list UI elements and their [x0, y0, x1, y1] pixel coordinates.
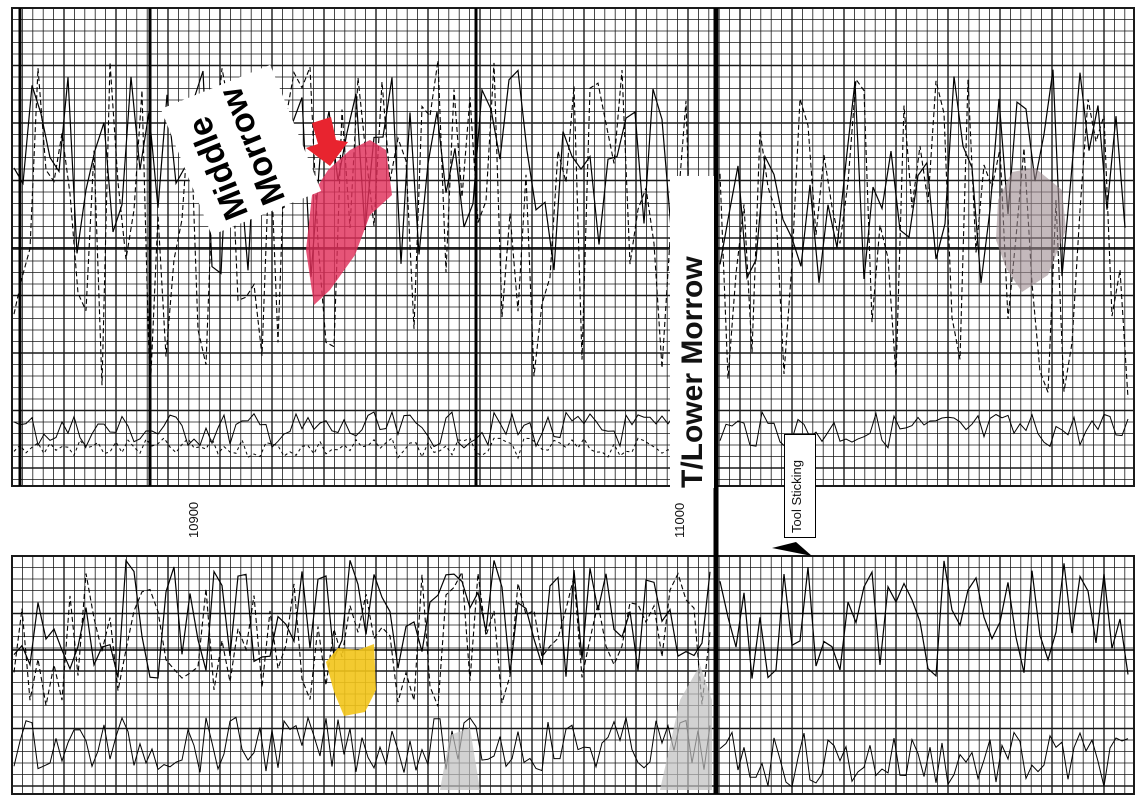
depth-label-10900: 10900	[186, 501, 201, 538]
shaded-zone	[660, 665, 712, 790]
bottom-curve	[719, 730, 1129, 788]
log-curves	[12, 8, 1134, 794]
low-curve-dotted	[13, 437, 711, 460]
log-grid-lower	[11, 555, 1135, 795]
tool-sticking-label: Tool Sticking	[789, 460, 804, 533]
lower-grid-frame	[11, 555, 1135, 795]
low-curve-solid	[13, 410, 711, 449]
resistivity-curve-dashed	[719, 77, 1129, 399]
upper-grid-frame	[11, 7, 1135, 487]
lower-morrow-label-box	[670, 176, 714, 488]
lower-track-curve	[13, 558, 711, 679]
log-highlights	[306, 117, 1066, 716]
shaded-zone	[440, 728, 480, 790]
lower-track-curve	[719, 560, 1129, 679]
tool-sticking-box	[784, 434, 816, 538]
resistivity-curve-solid	[719, 69, 1126, 283]
bottom-curve	[13, 715, 711, 773]
depth-label-11000: 11000	[672, 502, 687, 538]
triangle-pointer-icon	[772, 542, 812, 556]
middle-morrow-highlight	[306, 140, 392, 305]
yellow-highlight	[326, 644, 376, 716]
down-arrow-icon	[306, 117, 348, 166]
shaded-bed-highlight	[996, 168, 1066, 292]
lower-morrow-label: T/Lower Morrow	[676, 256, 709, 488]
log-grid-upper	[11, 7, 1135, 487]
lower-track-curve-dashed	[13, 570, 711, 707]
